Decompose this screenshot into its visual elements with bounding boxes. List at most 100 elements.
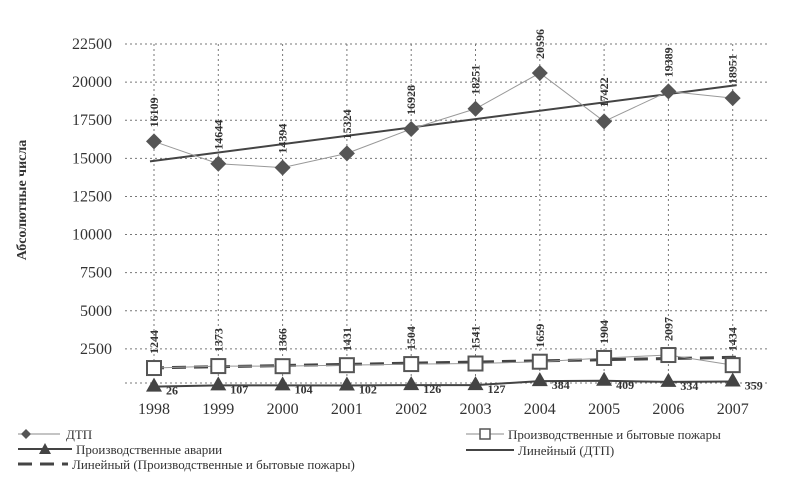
y-tick-label: 15000 <box>72 150 112 167</box>
legend-entry-dtp: ДТП <box>66 427 92 442</box>
x-tick-label: 2004 <box>524 401 556 418</box>
y-tick-label: 10000 <box>72 227 112 244</box>
dtp-point <box>274 159 291 176</box>
dtp-data-label: 18951 <box>726 54 740 84</box>
accidents-data-label: 334 <box>680 379 698 393</box>
dtp-data-label: 14394 <box>276 124 290 154</box>
data-labels: 16109 14644 14394 15324 16928 18251 20596 17422… <box>147 29 763 398</box>
fires-point <box>274 358 291 375</box>
accidents-point <box>146 377 162 392</box>
accidents-point <box>338 376 355 391</box>
dtp-data-label: 17422 <box>597 77 611 107</box>
accidents-point <box>531 372 548 387</box>
accidents-data-label: 26 <box>166 384 178 398</box>
accidents-data-label: 107 <box>230 382 248 396</box>
accidents-point <box>403 376 420 391</box>
fires-point <box>596 349 613 366</box>
x-tick-label: 2007 <box>717 401 749 418</box>
series-line <box>153 379 733 388</box>
accidents-data-label: 409 <box>616 378 634 392</box>
dtp-data-label: 20596 <box>533 29 547 59</box>
fires-point <box>338 357 355 374</box>
dtp-point <box>338 145 355 162</box>
x-tick-label: 2005 <box>588 401 620 418</box>
legend-fires-square-icon <box>479 428 491 440</box>
fires-data-label: 1244 <box>147 330 161 354</box>
accidents-data-label: 359 <box>745 379 763 393</box>
accidents-data-label: 104 <box>295 382 313 396</box>
fires-data-label: 1366 <box>276 328 290 352</box>
y-axis-ticks: 2500 5000 7500 10000 12500 15000 17500 20000 225… <box>72 36 112 358</box>
accidents-point <box>467 376 484 391</box>
fires-point <box>210 358 227 375</box>
fires-data-label: 1659 <box>533 324 547 348</box>
fires-point <box>660 347 677 364</box>
x-tick-label: 1999 <box>202 401 234 418</box>
y-tick-label: 20000 <box>72 74 112 91</box>
dtp-point <box>467 100 484 117</box>
dtp-point <box>724 90 741 107</box>
x-tick-label: 2003 <box>460 401 492 418</box>
y-tick-label: 2500 <box>80 341 112 358</box>
dtp-point <box>596 113 613 130</box>
fires-data-label: 1373 <box>211 328 225 352</box>
series-line <box>153 72 733 169</box>
fires-point <box>531 353 548 370</box>
trendline-dtp <box>149 84 737 163</box>
dtp-data-label: 18251 <box>469 65 483 95</box>
dtp-point <box>403 120 420 137</box>
dtp-point <box>531 65 548 82</box>
legend-entry-accidents: Производственные аварии <box>76 442 222 457</box>
accidents-point <box>596 371 613 386</box>
dtp-point <box>146 133 162 150</box>
legend: ДТП Производственные аварии Линейный (Пр… <box>18 427 721 472</box>
accidents-point <box>210 376 227 391</box>
y-axis-title: Абсолютные числа <box>15 140 30 260</box>
legend-dtp-diamond-icon <box>21 429 31 439</box>
fires-data-label: 1431 <box>340 327 354 351</box>
accidents-point <box>274 376 291 391</box>
dtp-point <box>660 83 677 100</box>
fires-data-label: 1434 <box>726 327 740 351</box>
dtp-data-label: 14644 <box>211 120 225 150</box>
y-tick-label: 5000 <box>80 303 112 320</box>
accidents-data-label: 127 <box>488 382 506 396</box>
x-tick-label: 2001 <box>331 401 363 418</box>
x-tick-label: 2002 <box>395 401 427 418</box>
series <box>146 65 741 392</box>
accidents-data-label: 384 <box>552 378 570 392</box>
dtp-point <box>210 155 227 172</box>
fires-point <box>467 355 484 372</box>
dtp-data-label: 15324 <box>340 109 354 139</box>
legend-entry-trend-fires: Линейный (Производственные и бытовые пож… <box>72 457 355 472</box>
y-tick-label: 7500 <box>80 265 112 282</box>
accidents-point <box>724 372 741 387</box>
series-line <box>153 354 733 369</box>
y-tick-label: 17500 <box>72 112 112 129</box>
accidents-data-label: 126 <box>423 382 441 396</box>
dtp-data-label: 19389 <box>661 47 675 77</box>
legend-entry-fires: Производственные и бытовые пожары <box>508 427 721 442</box>
fires-data-label: 1504 <box>404 326 418 350</box>
fires-point <box>403 356 420 373</box>
accidents-point <box>660 372 677 387</box>
trendlines <box>149 84 737 370</box>
accidents-data-label: 102 <box>359 382 377 396</box>
fires-point <box>146 360 162 377</box>
fires-point <box>724 357 741 374</box>
fires-data-label: 1904 <box>597 320 611 344</box>
legend-accidents-triangle-icon <box>39 443 51 454</box>
x-tick-label: 1998 <box>138 401 170 418</box>
y-tick-label: 12500 <box>72 188 112 205</box>
fires-data-label: 2097 <box>661 317 675 341</box>
x-tick-label: 2006 <box>652 401 684 418</box>
x-axis-ticks: 1998 1999 2000 2001 2002 2003 2004 2005 2006 2007 <box>138 401 749 418</box>
y-tick-label: 22500 <box>72 36 112 53</box>
dtp-data-label: 16928 <box>404 85 418 115</box>
legend-entry-trend-dtp: Линейный (ДТП) <box>518 443 614 458</box>
dtp-data-label: 16109 <box>147 97 161 127</box>
fires-data-label: 1541 <box>469 326 483 350</box>
x-tick-label: 2000 <box>267 401 299 418</box>
